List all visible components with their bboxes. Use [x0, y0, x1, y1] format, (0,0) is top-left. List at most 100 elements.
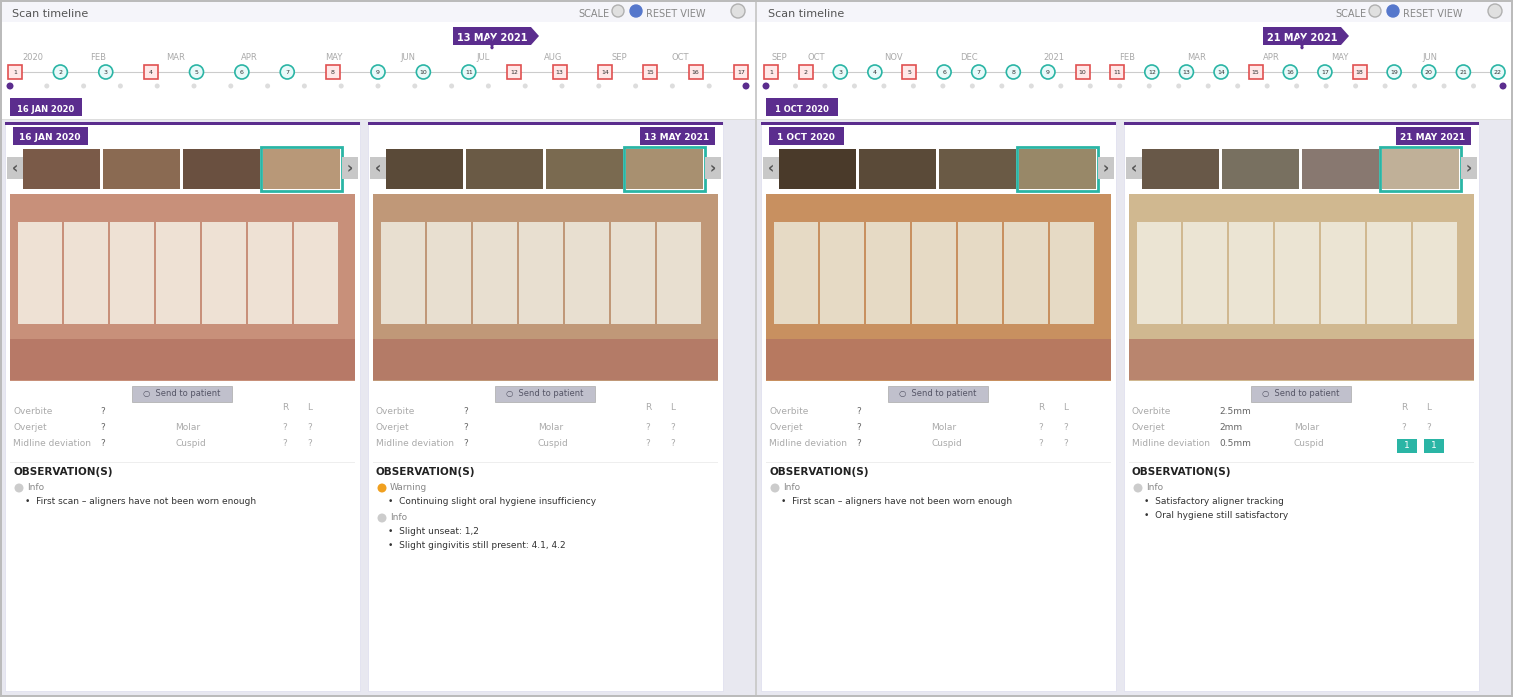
Text: Molar: Molar [176, 424, 200, 433]
Text: ?: ? [670, 440, 675, 448]
Text: ?: ? [100, 408, 104, 417]
Bar [5, 122, 360, 125]
Text: Overjet: Overjet [377, 424, 410, 433]
Circle shape [6, 82, 14, 89]
Circle shape [670, 84, 675, 89]
Text: L: L [670, 402, 675, 411]
Text: OBSERVATION(S): OBSERVATION(S) [769, 467, 868, 477]
Bar [912, 222, 956, 324]
Polygon shape [531, 27, 539, 45]
Bar [769, 127, 844, 145]
Bar [756, 120, 1513, 122]
Text: 22: 22 [1493, 70, 1502, 75]
Bar [865, 222, 909, 324]
Bar [1142, 149, 1219, 189]
Text: Overjet: Overjet [769, 424, 802, 433]
Text: ?: ? [1427, 424, 1431, 433]
Bar [756, 0, 1513, 22]
Text: JUN: JUN [1422, 52, 1437, 61]
Circle shape [743, 82, 749, 89]
Circle shape [1487, 4, 1502, 18]
Text: 13: 13 [1183, 70, 1191, 75]
Text: 13: 13 [555, 70, 563, 75]
Text: ?: ? [1038, 440, 1044, 448]
Text: ?: ? [1401, 424, 1407, 433]
Bar [371, 157, 386, 179]
Text: ○  Send to patient: ○ Send to patient [1262, 390, 1339, 399]
Bar [1098, 157, 1114, 179]
Bar [0, 0, 756, 22]
Text: OCT: OCT [672, 52, 690, 61]
Bar [1111, 65, 1124, 79]
Bar [611, 222, 655, 324]
Circle shape [970, 84, 974, 89]
Bar [1321, 222, 1365, 324]
Bar [14, 127, 88, 145]
Text: 13 MAY 2021: 13 MAY 2021 [457, 33, 527, 43]
Bar [386, 149, 463, 189]
Text: Cuspid: Cuspid [1294, 440, 1325, 448]
Text: Midline deviation: Midline deviation [769, 440, 847, 448]
Text: ?: ? [1064, 440, 1068, 448]
Bar [466, 149, 543, 189]
Text: L: L [307, 402, 313, 411]
Text: JUN: JUN [399, 52, 415, 61]
Text: 9: 9 [377, 70, 380, 75]
Bar [368, 122, 723, 691]
Text: SEP: SEP [611, 52, 628, 61]
Bar [23, 149, 100, 189]
Circle shape [611, 5, 623, 17]
Circle shape [868, 65, 882, 79]
Text: 16: 16 [691, 70, 699, 75]
Text: R: R [645, 402, 651, 411]
Text: DEC: DEC [961, 52, 977, 61]
Text: SEP: SEP [772, 52, 787, 61]
Circle shape [1471, 84, 1477, 89]
Circle shape [793, 84, 797, 89]
Bar [144, 65, 159, 79]
Bar [203, 222, 247, 324]
Bar [519, 222, 563, 324]
Text: OBSERVATION(S): OBSERVATION(S) [14, 467, 112, 477]
Polygon shape [1341, 27, 1350, 45]
Circle shape [189, 65, 204, 79]
Text: ?: ? [646, 440, 651, 448]
Bar [5, 122, 360, 691]
Bar [643, 65, 657, 79]
Text: •  Oral hygiene still satisfactory: • Oral hygiene still satisfactory [1144, 512, 1288, 521]
Text: 4: 4 [150, 70, 153, 75]
Bar [626, 149, 704, 189]
Circle shape [522, 84, 528, 89]
Text: 2: 2 [59, 70, 62, 75]
Bar [1381, 149, 1459, 189]
Text: Cuspid: Cuspid [176, 440, 206, 448]
Bar [755, 0, 756, 697]
Text: 3: 3 [838, 70, 843, 75]
Text: 17: 17 [737, 70, 744, 75]
Circle shape [1180, 65, 1194, 79]
Bar [764, 65, 778, 79]
Circle shape [1324, 84, 1328, 89]
Bar [820, 222, 864, 324]
Text: OCT: OCT [808, 52, 826, 61]
Text: Midline deviation: Midline deviation [14, 440, 91, 448]
Bar [342, 157, 359, 179]
Text: Molar: Molar [1294, 424, 1319, 433]
Bar [1248, 65, 1263, 79]
Circle shape [44, 84, 50, 89]
Circle shape [1029, 84, 1033, 89]
Bar [623, 147, 705, 191]
Circle shape [1145, 65, 1159, 79]
Bar [1017, 147, 1098, 191]
Text: 5: 5 [908, 70, 911, 75]
Text: 4: 4 [873, 70, 878, 75]
Text: ○  Send to patient: ○ Send to patient [144, 390, 221, 399]
Bar [11, 194, 356, 381]
Bar [1396, 439, 1418, 453]
Text: ?: ? [1038, 424, 1044, 433]
Text: Overbite: Overbite [1132, 408, 1171, 417]
Text: •  Slight gingivitis still present: 4.1, 4.2: • Slight gingivitis still present: 4.1, … [387, 542, 566, 551]
Bar [763, 157, 779, 179]
Bar [640, 127, 716, 145]
Bar [183, 149, 260, 189]
